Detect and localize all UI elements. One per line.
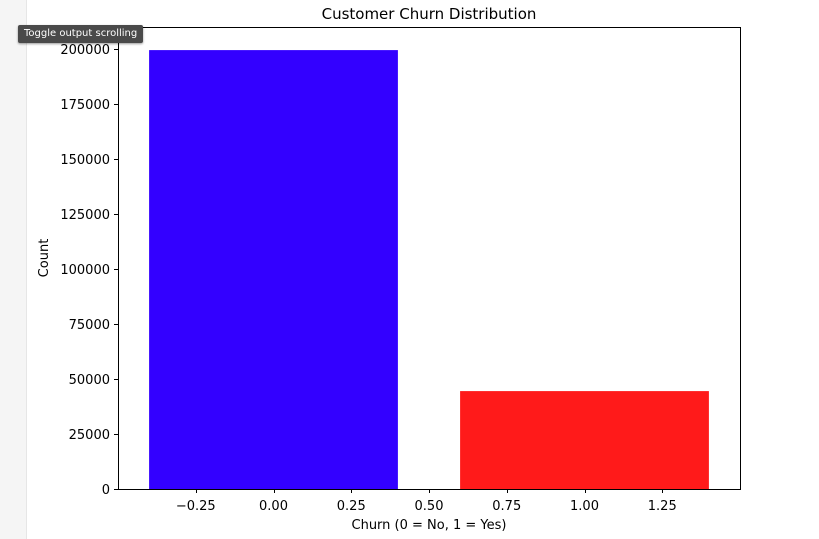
x-tick-label: −0.25 bbox=[176, 499, 216, 514]
chart-title: Customer Churn Distribution bbox=[322, 5, 537, 23]
y-tick-label: 50000 bbox=[69, 373, 110, 388]
y-tick-label: 125000 bbox=[60, 208, 110, 223]
y-tick-label: 75000 bbox=[69, 318, 110, 333]
x-tick-label: 0.00 bbox=[259, 499, 288, 514]
y-axis-ticks: 0 25000 50000 75000 100000 125000 150000 175000… bbox=[60, 43, 118, 498]
y-tick-label: 0 bbox=[102, 483, 110, 498]
x-tick-label: 1.25 bbox=[648, 499, 677, 514]
x-tick-label: 0.25 bbox=[337, 499, 366, 514]
y-tick-label: 175000 bbox=[60, 98, 110, 113]
bar-churn-0 bbox=[149, 50, 398, 489]
x-tick-label: 0.75 bbox=[492, 499, 521, 514]
y-axis-title: Count bbox=[37, 239, 52, 278]
y-tick-label: 150000 bbox=[60, 153, 110, 168]
y-tick-label: 25000 bbox=[69, 428, 110, 443]
output-gutter[interactable] bbox=[0, 0, 27, 539]
x-tick-label: 1.00 bbox=[570, 499, 599, 514]
x-axis-ticks: −0.25 0.00 0.25 0.50 0.75 1.00 1.25 bbox=[176, 489, 677, 514]
toggle-output-scrolling-tooltip[interactable]: Toggle output scrolling bbox=[18, 25, 144, 43]
bar-churn-1 bbox=[460, 391, 709, 489]
x-axis-title: Churn (0 = No, 1 = Yes) bbox=[352, 518, 507, 533]
bars-group bbox=[149, 50, 709, 489]
y-tick-label: 200000 bbox=[60, 43, 110, 58]
x-tick-label: 0.50 bbox=[415, 499, 444, 514]
y-tick-label: 100000 bbox=[60, 263, 110, 278]
